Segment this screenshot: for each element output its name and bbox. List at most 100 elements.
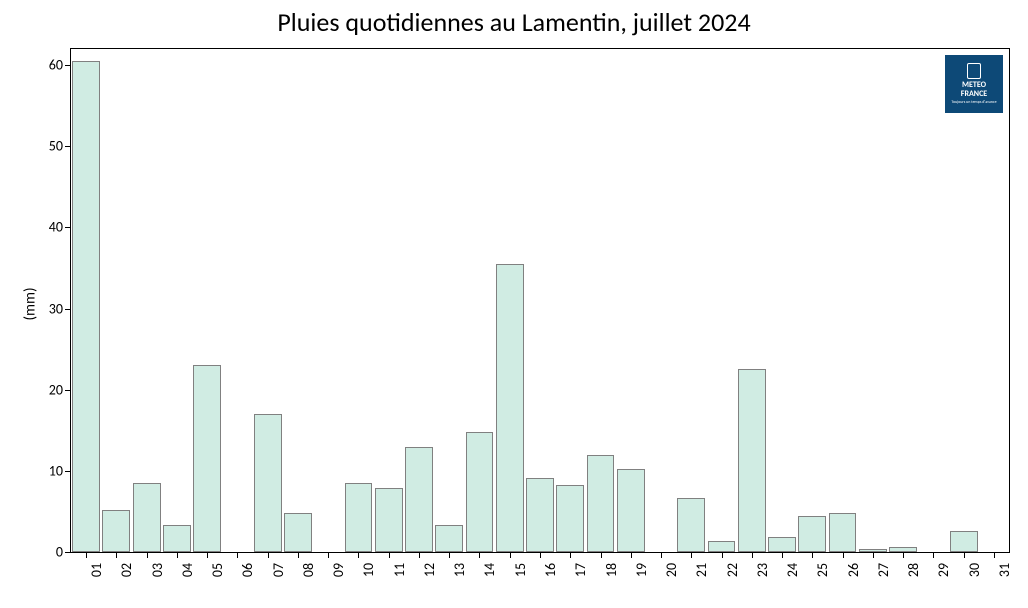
y-axis-label: (mm) bbox=[22, 287, 40, 320]
bar bbox=[496, 264, 524, 552]
x-tick-label: 03 bbox=[147, 563, 166, 577]
x-tick-label: 29 bbox=[933, 563, 952, 577]
x-tick-label: 23 bbox=[752, 563, 771, 577]
chart-title: Pluies quotidiennes au Lamentin, juillet… bbox=[0, 6, 1028, 38]
meteo-france-logo: METEO FRANCE Toujours un temps d'avance bbox=[945, 55, 1003, 113]
y-tick-mark bbox=[65, 309, 71, 310]
bar bbox=[284, 513, 312, 552]
bar bbox=[254, 414, 282, 552]
bar bbox=[950, 531, 978, 552]
x-tick-mark bbox=[873, 552, 874, 558]
bar bbox=[829, 513, 857, 552]
x-tick-label: 09 bbox=[328, 563, 347, 577]
plot-area: METEO FRANCE Toujours un temps d'avance … bbox=[70, 48, 1010, 553]
x-tick-mark bbox=[601, 552, 602, 558]
bar bbox=[556, 485, 584, 552]
y-tick-mark bbox=[65, 471, 71, 472]
x-tick-mark bbox=[661, 552, 662, 558]
x-tick-label: 31 bbox=[994, 563, 1013, 577]
x-tick-mark bbox=[298, 552, 299, 558]
bar bbox=[859, 549, 887, 552]
x-tick-mark bbox=[147, 552, 148, 558]
bar bbox=[435, 525, 463, 552]
y-tick-mark bbox=[65, 146, 71, 147]
bar bbox=[889, 547, 917, 552]
rainfall-chart: Pluies quotidiennes au Lamentin, juillet… bbox=[0, 0, 1028, 608]
x-tick-mark bbox=[691, 552, 692, 558]
bar bbox=[345, 483, 373, 552]
x-tick-label: 08 bbox=[298, 563, 317, 577]
x-tick-label: 11 bbox=[389, 563, 408, 577]
x-tick-label: 07 bbox=[268, 563, 287, 577]
bar bbox=[708, 541, 736, 552]
bar bbox=[768, 537, 796, 552]
x-tick-label: 05 bbox=[207, 563, 226, 577]
bar bbox=[102, 510, 130, 552]
x-tick-mark bbox=[237, 552, 238, 558]
x-tick-label: 18 bbox=[601, 563, 620, 577]
bar bbox=[798, 516, 826, 553]
x-tick-mark bbox=[116, 552, 117, 558]
y-tick-mark bbox=[65, 390, 71, 391]
x-tick-mark bbox=[540, 552, 541, 558]
bar bbox=[466, 432, 494, 552]
x-tick-label: 16 bbox=[540, 563, 559, 577]
y-tick-mark bbox=[65, 65, 71, 66]
x-tick-label: 21 bbox=[691, 563, 710, 577]
bar bbox=[526, 478, 554, 552]
x-tick-mark bbox=[843, 552, 844, 558]
x-tick-label: 14 bbox=[479, 563, 498, 577]
x-tick-label: 04 bbox=[177, 563, 196, 577]
x-tick-mark bbox=[722, 552, 723, 558]
bar bbox=[133, 483, 161, 552]
x-tick-mark bbox=[752, 552, 753, 558]
x-tick-mark bbox=[358, 552, 359, 558]
x-tick-mark bbox=[964, 552, 965, 558]
x-tick-mark bbox=[510, 552, 511, 558]
x-tick-label: 06 bbox=[237, 563, 256, 577]
x-tick-label: 12 bbox=[419, 563, 438, 577]
x-tick-mark bbox=[570, 552, 571, 558]
x-tick-mark bbox=[933, 552, 934, 558]
bar bbox=[677, 498, 705, 552]
x-tick-label: 26 bbox=[843, 563, 862, 577]
x-tick-mark bbox=[419, 552, 420, 558]
x-tick-label: 28 bbox=[903, 563, 922, 577]
x-tick-label: 27 bbox=[873, 563, 892, 577]
x-tick-label: 15 bbox=[510, 563, 529, 577]
x-tick-label: 13 bbox=[449, 563, 468, 577]
x-tick-mark bbox=[86, 552, 87, 558]
bar bbox=[163, 525, 191, 552]
bar bbox=[375, 488, 403, 552]
x-tick-label: 30 bbox=[964, 563, 983, 577]
y-tick-mark bbox=[65, 227, 71, 228]
x-tick-label: 02 bbox=[116, 563, 135, 577]
x-tick-label: 22 bbox=[722, 563, 741, 577]
bar bbox=[193, 365, 221, 552]
x-tick-mark bbox=[631, 552, 632, 558]
x-tick-label: 01 bbox=[86, 563, 105, 577]
x-tick-label: 20 bbox=[661, 563, 680, 577]
x-tick-mark bbox=[479, 552, 480, 558]
x-tick-label: 19 bbox=[631, 563, 650, 577]
x-tick-mark bbox=[328, 552, 329, 558]
x-tick-label: 25 bbox=[812, 563, 831, 577]
x-tick-mark bbox=[782, 552, 783, 558]
y-tick-mark bbox=[65, 552, 71, 553]
x-tick-mark bbox=[177, 552, 178, 558]
bar bbox=[738, 369, 766, 552]
bar bbox=[72, 61, 100, 552]
bar bbox=[587, 455, 615, 552]
x-tick-label: 24 bbox=[782, 563, 801, 577]
x-tick-mark bbox=[994, 552, 995, 558]
x-tick-mark bbox=[812, 552, 813, 558]
logo-subtext: Toujours un temps d'avance bbox=[951, 101, 996, 105]
bar bbox=[617, 469, 645, 552]
x-tick-mark bbox=[903, 552, 904, 558]
x-tick-mark bbox=[268, 552, 269, 558]
logo-icon bbox=[967, 63, 981, 79]
bar bbox=[405, 447, 433, 552]
x-tick-label: 17 bbox=[570, 563, 589, 577]
x-tick-mark bbox=[389, 552, 390, 558]
logo-text-2: FRANCE bbox=[961, 90, 987, 99]
